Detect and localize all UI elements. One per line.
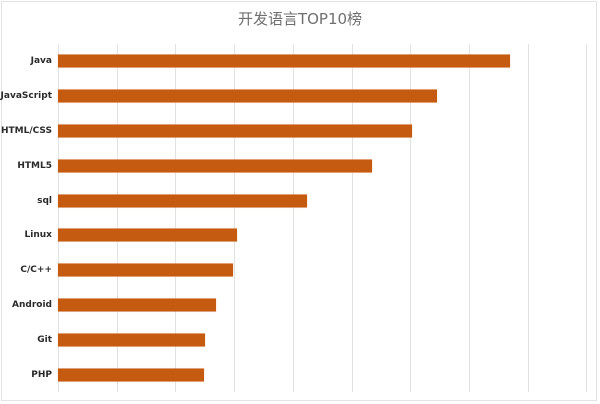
gridline <box>234 44 236 392</box>
bar-row: HTML/CSS <box>0 114 587 149</box>
bar <box>58 333 205 347</box>
chart-title: 开发语言TOP10榜 <box>237 10 363 28</box>
bar-row: C/C++ <box>0 253 587 288</box>
bar-row: HTML5 <box>0 148 587 183</box>
gridline <box>468 44 470 392</box>
category-label: Git <box>37 334 52 345</box>
category-label: Android <box>12 299 52 310</box>
category-label: PHP <box>31 369 52 380</box>
bar <box>58 263 233 277</box>
bar <box>58 368 205 382</box>
bar <box>58 89 438 103</box>
bar <box>58 194 307 208</box>
gridline <box>586 44 588 392</box>
gridline <box>58 44 59 392</box>
gridline <box>116 44 118 392</box>
bar <box>58 298 216 312</box>
bar-row: Android <box>0 288 587 323</box>
gridline <box>410 44 412 392</box>
category-label: Linux <box>24 230 52 241</box>
category-label: HTML5 <box>17 160 52 171</box>
gridline <box>527 44 529 392</box>
category-label: sql <box>37 195 52 206</box>
bar-row: Git <box>0 322 587 357</box>
bar-row: PHP <box>0 357 587 392</box>
bar <box>58 228 238 242</box>
gridline <box>292 44 294 392</box>
bar <box>58 159 373 173</box>
plot-area: Java JavaScript HTML/CSS HTML5 sql Linux C/C++… <box>1 44 588 392</box>
bar <box>58 54 510 68</box>
category-label: JavaScript <box>0 91 52 102</box>
gridline <box>175 44 177 392</box>
bar-row: sql <box>0 183 587 218</box>
bar-row: JavaScript <box>0 79 587 114</box>
bar-row: Linux <box>0 218 587 253</box>
category-label: HTML/CSS <box>1 125 52 136</box>
bar-row: Java <box>0 44 587 79</box>
bar <box>58 124 412 138</box>
category-label: Java <box>30 56 52 67</box>
gridline <box>351 44 353 392</box>
category-label: C/C++ <box>20 265 52 276</box>
